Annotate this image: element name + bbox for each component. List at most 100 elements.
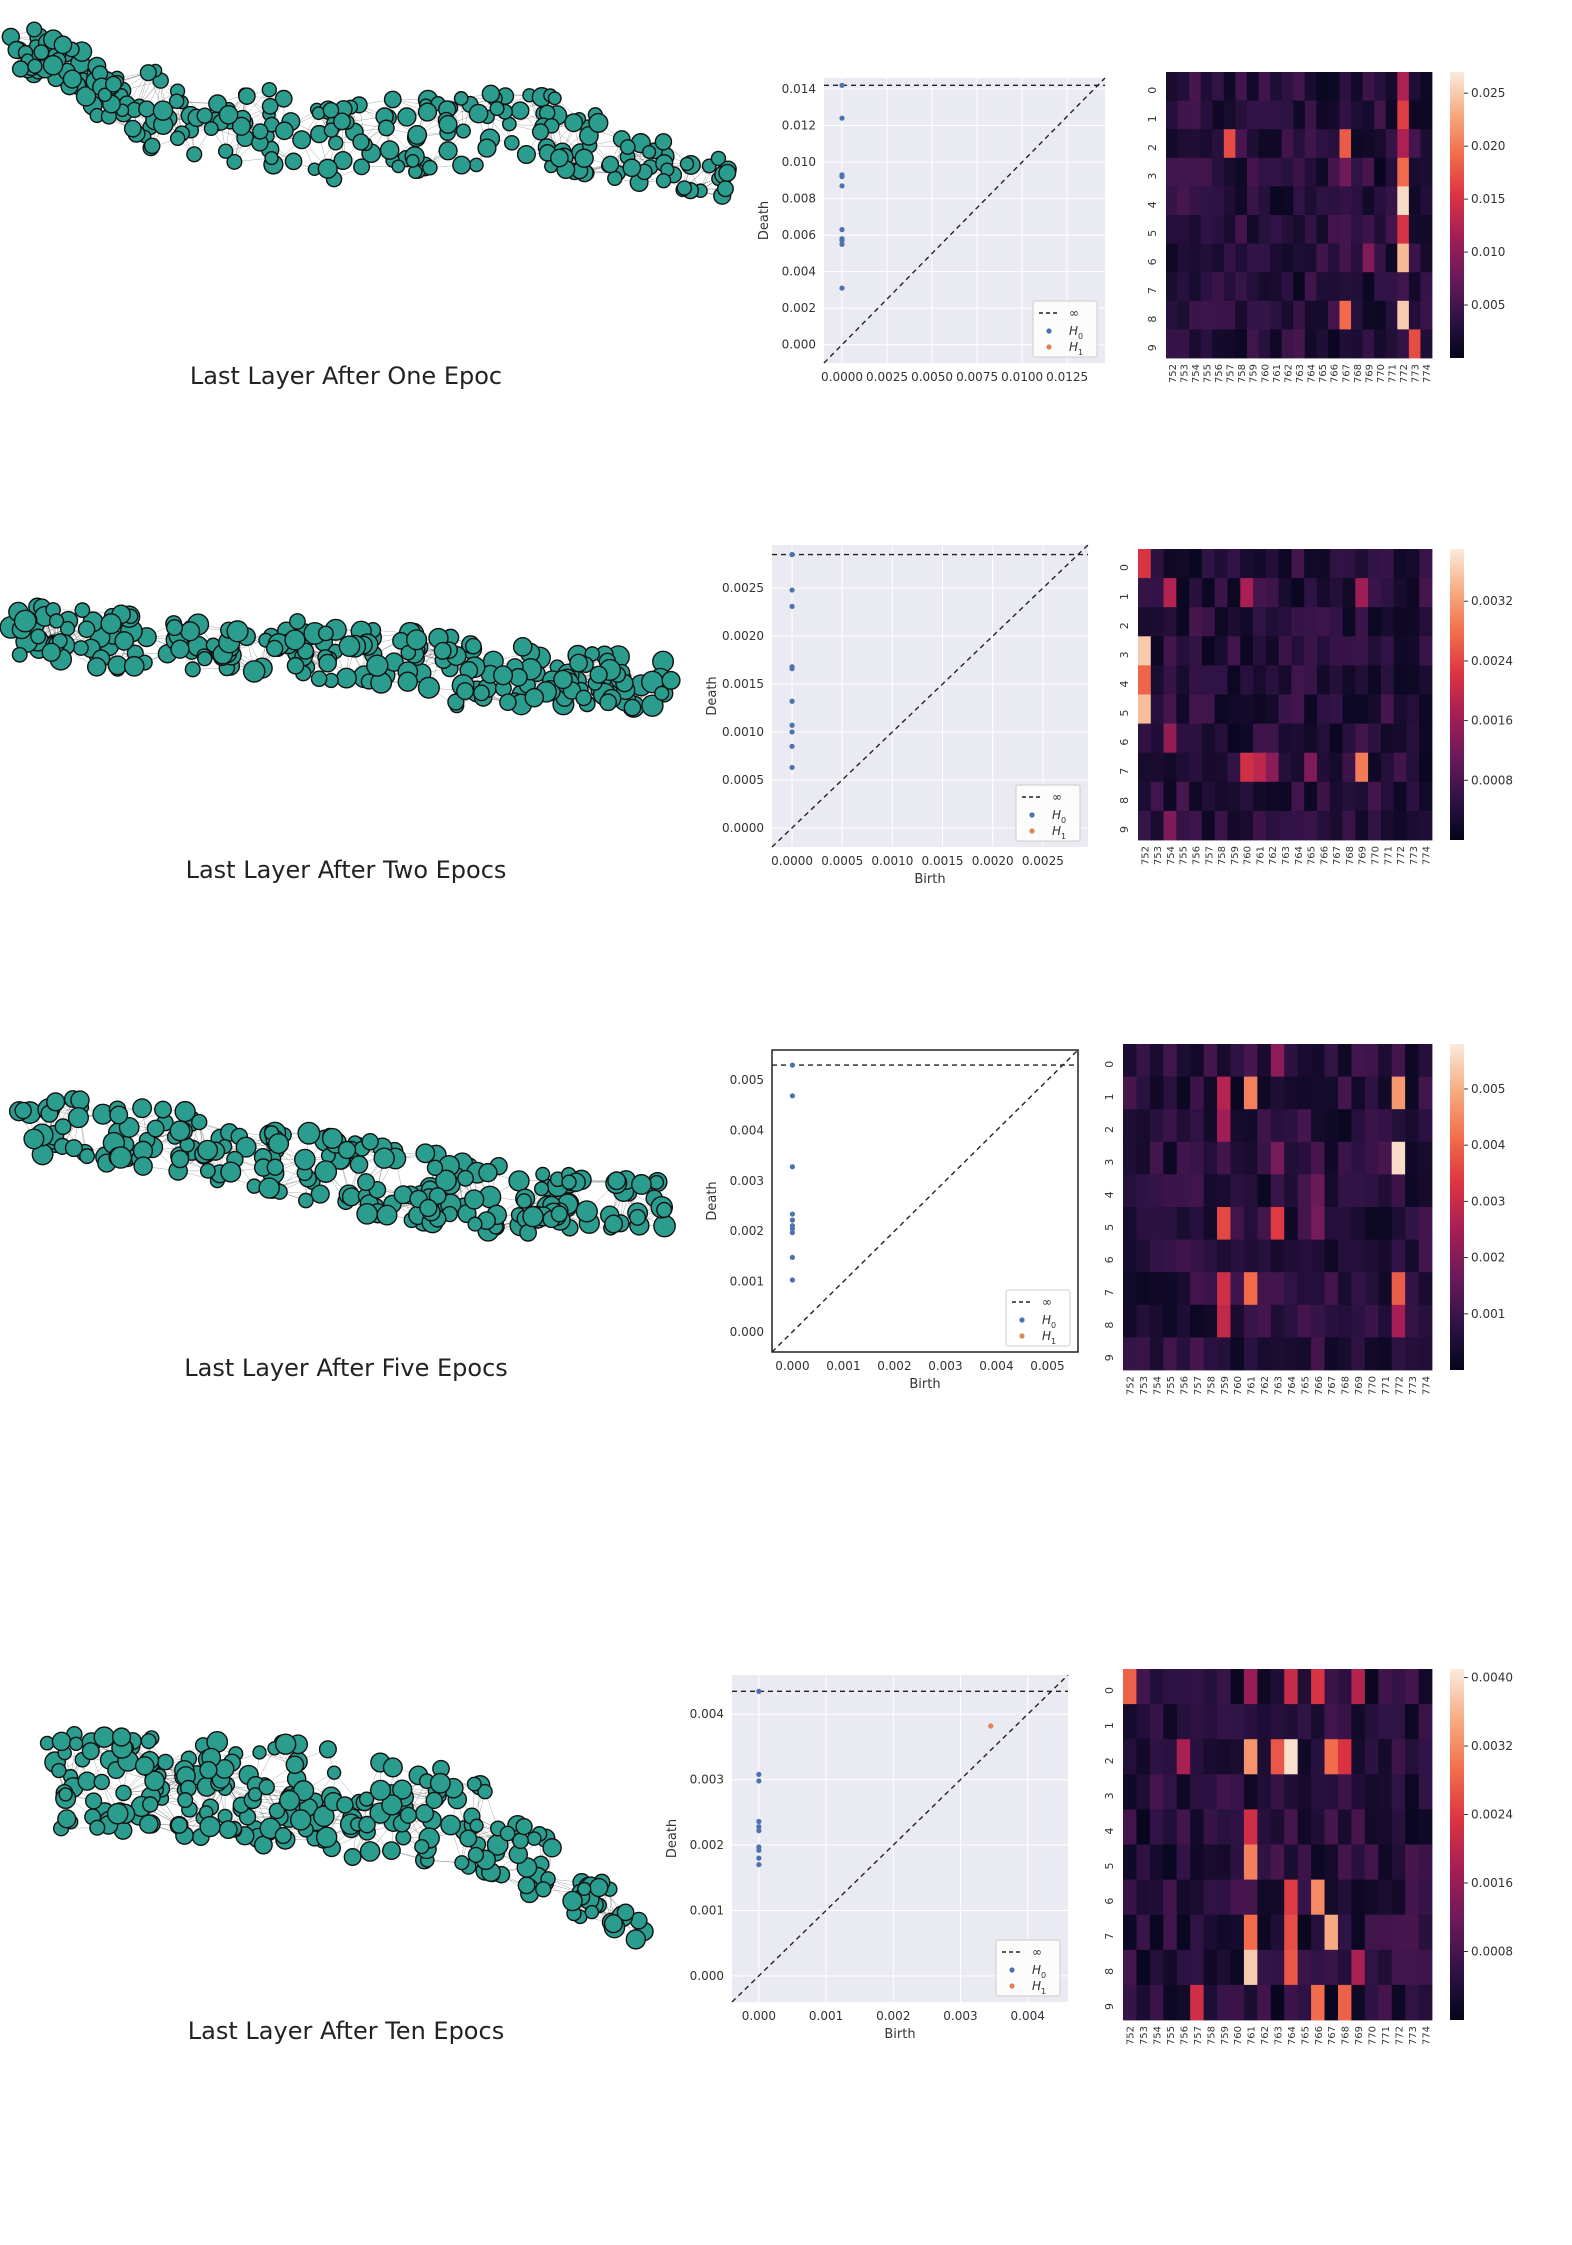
graph-node (169, 1120, 191, 1142)
heatmap-cell (1397, 157, 1410, 187)
graph-node (503, 134, 520, 151)
heatmap-cell (1136, 1949, 1151, 1986)
heatmap-cell (1327, 329, 1340, 359)
row-label: 5 (1103, 1863, 1116, 1870)
heatmap-cell (1418, 1174, 1433, 1208)
row-label: 8 (1103, 1322, 1116, 1329)
graph-node (23, 1128, 45, 1150)
heatmap-cell (1405, 1774, 1419, 1810)
heatmap-cell (1177, 300, 1190, 330)
legend-h1-label: H (1069, 340, 1078, 354)
row-label: 4 (1146, 201, 1159, 208)
graph-node (564, 113, 584, 133)
heatmap-cell (1327, 272, 1340, 302)
heatmap-cell (1150, 810, 1164, 841)
heatmap-cell (1393, 723, 1407, 754)
graph-node (314, 1160, 338, 1183)
column-label: 772 (1394, 1376, 1405, 1395)
graph-node (356, 1203, 378, 1225)
heatmap-cell (1230, 1984, 1245, 2021)
heatmap-cell (1304, 129, 1317, 159)
column-label: 760 (1233, 2026, 1244, 2045)
column-label: 756 (1179, 1376, 1190, 1395)
heatmap-cell (1408, 272, 1421, 302)
heatmap-cell (1393, 665, 1407, 695)
heatmap-cell (1149, 1704, 1164, 1740)
heatmap-cell (1419, 636, 1433, 666)
graph-node (217, 143, 234, 159)
heatmap-cell (1258, 243, 1271, 273)
heatmap-cell (1304, 578, 1318, 608)
heatmap-cell (1393, 694, 1407, 724)
graph-node (623, 698, 642, 717)
heatmap-cell (1257, 1239, 1272, 1273)
heatmap-cell (1337, 1704, 1352, 1740)
graph-node (510, 101, 530, 120)
heatmap-cell (1253, 665, 1267, 695)
heatmap-cell (1270, 215, 1283, 244)
heatmap-cell (1203, 1879, 1218, 1916)
graph-node (405, 154, 420, 168)
heatmap-cell (1355, 694, 1369, 724)
heatmap-cell (1150, 752, 1164, 783)
heatmap-cell (1265, 752, 1280, 783)
heatmap-cell (1243, 1704, 1258, 1740)
heatmap-cell (1203, 1949, 1218, 1986)
heatmap-cell (1284, 1774, 1299, 1810)
heatmap-cell (1257, 1272, 1272, 1306)
heatmap-cell (1230, 1141, 1245, 1175)
graph-node (310, 1184, 330, 1204)
heatmap-cell (1339, 157, 1352, 187)
heatmap-cell (1189, 329, 1202, 359)
graph-node (321, 1127, 343, 1150)
heatmap-cell (1284, 1239, 1299, 1273)
heatmap-cell (1297, 1044, 1312, 1077)
heatmap-cell (1166, 186, 1178, 216)
column-label: 753 (1153, 846, 1164, 865)
heatmap-cell (1364, 1109, 1379, 1143)
heatmap-cell (1385, 129, 1398, 159)
heatmap-cell (1212, 186, 1225, 216)
legend-h0-label: H (1032, 1963, 1041, 1977)
heatmap-cell (1253, 549, 1267, 579)
heatmap-cell (1240, 810, 1254, 841)
heatmap-cell (1419, 694, 1433, 724)
column-label: 762 (1268, 846, 1279, 865)
h0-point (756, 1844, 762, 1850)
x-axis-label: Birth (909, 1377, 940, 1392)
heatmap-cell (1214, 694, 1228, 724)
heatmap-cell (1257, 1174, 1272, 1208)
graph-node (464, 1189, 485, 1210)
heatmap-cell (1293, 100, 1306, 130)
heatmap-cell (1217, 1337, 1231, 1371)
heatmap-cell (1166, 300, 1178, 330)
heatmap-cell (1246, 215, 1259, 244)
graph-node (265, 639, 284, 658)
heatmap-cell (1212, 215, 1225, 244)
heatmap-cell (1329, 607, 1343, 637)
heatmap-cell (1223, 100, 1236, 130)
heatmap-cell (1393, 781, 1407, 812)
heatmap-cell (1368, 810, 1382, 841)
heatmap-cell (1176, 1174, 1191, 1208)
y-tick-label: 0.004 (690, 1707, 724, 1721)
heatmap-cell (1364, 1879, 1379, 1916)
heatmap-cell (1230, 1239, 1245, 1273)
heatmap-cell (1364, 1239, 1379, 1273)
h0-point (756, 1688, 762, 1694)
column-label: 770 (1368, 1376, 1379, 1395)
heatmap-cell (1212, 157, 1225, 187)
graph-node (242, 660, 266, 683)
heatmap-cell (1176, 1704, 1191, 1740)
heatmap-cell (1316, 549, 1331, 579)
heatmap-cell (1297, 1809, 1312, 1845)
heatmap-cell (1201, 578, 1216, 608)
heatmap-cell (1284, 1304, 1299, 1338)
heatmap-cell (1177, 129, 1190, 159)
heatmap-cell (1316, 272, 1329, 302)
heatmap-cell (1214, 607, 1228, 637)
heatmap-cell (1243, 1174, 1258, 1208)
graph-node (226, 153, 243, 170)
heatmap-cell (1311, 1809, 1325, 1845)
graph-node (114, 631, 135, 651)
